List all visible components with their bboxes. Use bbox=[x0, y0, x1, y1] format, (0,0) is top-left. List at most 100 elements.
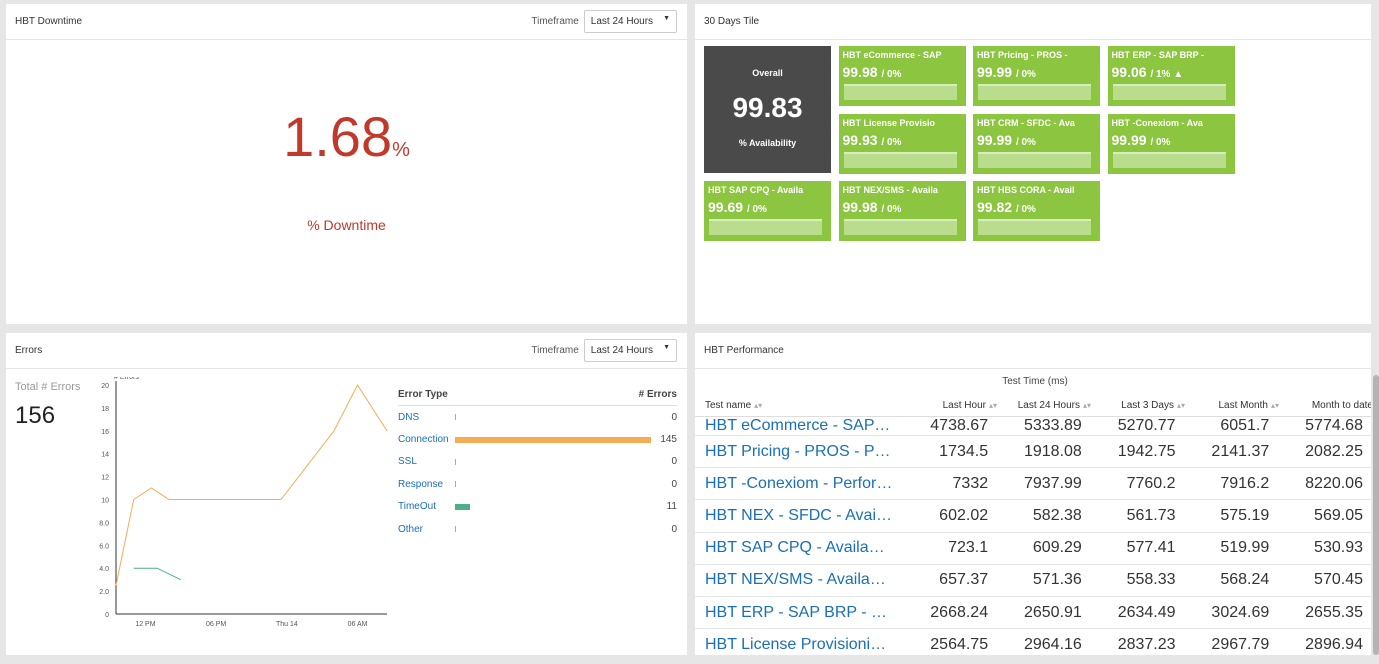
availability-tile[interactable]: HBT -Conexiom - Ava 99.99 / 0% bbox=[1107, 113, 1235, 174]
column-header[interactable]: Last Month ▴▾ bbox=[1185, 400, 1279, 411]
table-cell: 2650.91 bbox=[1023, 603, 1082, 621]
tile-availability: 99.69 bbox=[708, 199, 744, 215]
downtime-timeframe-label: Timeframe bbox=[531, 16, 579, 27]
downtime-panel-title: HBT Downtime bbox=[15, 16, 83, 27]
column-header-label: Last 24 Hours bbox=[1017, 399, 1080, 411]
table-cell: 2837.23 bbox=[1117, 635, 1176, 653]
availability-tile[interactable]: HBT NEX/SMS - Availa 99.98 / 0% bbox=[838, 181, 966, 241]
total-errors-value: 156 bbox=[15, 402, 56, 429]
table-cell: 657.37 bbox=[939, 571, 989, 589]
downtime-timeframe-value: Last 24 Hours bbox=[590, 16, 654, 27]
errors-timeframe-label: Timeframe bbox=[531, 345, 579, 356]
tile-sparkline bbox=[978, 84, 1091, 100]
series-line-0 bbox=[115, 384, 388, 586]
tile-sparkline bbox=[978, 219, 1091, 235]
error-count: 0 bbox=[671, 456, 677, 468]
tile-availability: 99.93 bbox=[842, 131, 878, 148]
errors-timeframe-value: Last 24 Hours bbox=[590, 345, 654, 356]
tile-name: HBT Pricing - PROS - bbox=[977, 50, 1068, 60]
error-count: 145 bbox=[660, 434, 677, 446]
tile-change: / 0% bbox=[881, 204, 902, 215]
error-type-link[interactable]: Connection bbox=[398, 434, 449, 446]
performance-table-body[interactable]: HBT eCommerce - SAP Hybris - Perfor… 4738… bbox=[695, 417, 1371, 655]
availability-tile[interactable]: HBT SAP CPQ - Availa 99.69 / 0% bbox=[704, 181, 831, 241]
availability-tile[interactable]: HBT HBS CORA - Avail 99.82 / 0% bbox=[973, 181, 1100, 241]
column-header[interactable]: Last Hour ▴▾ bbox=[903, 400, 997, 411]
tile-availability: 99.06 bbox=[1111, 64, 1147, 80]
tile-name: HBT HBS CORA - Avail bbox=[977, 185, 1075, 195]
test-name-link[interactable]: HBT Pricing - PROS - Performance bbox=[705, 442, 903, 460]
x-tick-label: Thu 14 bbox=[276, 621, 298, 628]
table-cell: 2634.49 bbox=[1117, 603, 1176, 621]
downtime-timeframe-select[interactable]: Last 24 Hours ▼ bbox=[583, 10, 677, 33]
column-header[interactable]: Last 3 Days ▴▾ bbox=[1091, 400, 1185, 411]
column-header[interactable]: Last 24 Hours ▴▾ bbox=[997, 400, 1091, 411]
y-tick-label: 20 bbox=[101, 383, 109, 390]
tile-value: 99.98 / 0% bbox=[843, 199, 902, 215]
y-tick-label: 6.0 bbox=[99, 543, 109, 550]
table-cell: 8220.06 bbox=[1305, 474, 1363, 492]
column-header-label: Last Month bbox=[1218, 399, 1268, 411]
table-cell: 2141.37 bbox=[1211, 442, 1270, 460]
availability-tile[interactable]: HBT ERP - SAP BRP - 99.06 / 1% ▲ bbox=[1107, 46, 1235, 106]
errors-timeframe-select[interactable]: Last 24 Hours ▼ bbox=[583, 339, 677, 362]
test-name-link[interactable]: HBT eCommerce - SAP Hybris - Perfor… bbox=[705, 417, 902, 434]
overall-sublabel: % Availability bbox=[738, 138, 797, 148]
test-name-link[interactable]: HBT NEX - SFDC - Availability bbox=[705, 506, 903, 524]
table-cell: 2896.94 bbox=[1305, 635, 1363, 653]
tiles-panel-header: 30 Days Tile bbox=[695, 4, 1371, 40]
error-type-link[interactable]: TimeOut bbox=[398, 501, 436, 513]
error-bar-track bbox=[455, 414, 651, 421]
series-line-1 bbox=[133, 567, 182, 581]
test-name-link[interactable]: HBT NEX/SMS - Availability bbox=[705, 571, 902, 589]
tile-change: / 0% bbox=[1015, 204, 1036, 215]
page-scrollbar[interactable] bbox=[1373, 375, 1379, 655]
error-type-link[interactable]: SSL bbox=[398, 456, 417, 468]
table-cell: 7760.2 bbox=[1126, 474, 1176, 492]
table-cell: 561.73 bbox=[1126, 506, 1176, 524]
table-cell: 7332 bbox=[952, 474, 989, 492]
table-cell: 6051.7 bbox=[1220, 417, 1270, 434]
table-cell: 1918.08 bbox=[1023, 442, 1082, 460]
error-bar-track bbox=[455, 503, 651, 510]
downtime-panel-header: HBT Downtime Timeframe Last 24 Hours ▼ bbox=[6, 4, 687, 40]
tile-availability: 99.98 bbox=[842, 199, 878, 215]
error-type-link[interactable]: Other bbox=[398, 523, 424, 535]
table-cell: 2964.16 bbox=[1023, 635, 1082, 653]
tile-change: / 0% bbox=[1015, 136, 1036, 148]
y-axis-label: # Errors bbox=[114, 377, 139, 381]
test-name-link[interactable]: HBT SAP CPQ - Availability bbox=[705, 539, 901, 557]
sort-icon: ▴▾ bbox=[1270, 400, 1279, 410]
tile-availability: 99.99 bbox=[1111, 131, 1147, 148]
tile-sparkline bbox=[843, 84, 957, 100]
error-bar-track bbox=[455, 436, 651, 443]
column-header[interactable]: Test name ▴▾ bbox=[695, 400, 903, 411]
test-name-link[interactable]: HBT -Conexiom - Performance bbox=[705, 474, 902, 492]
performance-table-header: Test name ▴▾ Last Hour ▴▾ Last 24 Hours ▴▾ Las… bbox=[695, 394, 1371, 417]
availability-tile[interactable]: HBT Pricing - PROS - 99.99 / 0% bbox=[973, 46, 1100, 106]
test-time-group-header: Test Time (ms) bbox=[1002, 376, 1068, 387]
tile-name: HBT eCommerce - SAP bbox=[842, 50, 942, 60]
availability-tile[interactable]: HBT CRM - SFDC - Ava 99.99 / 0% bbox=[973, 113, 1100, 174]
column-header[interactable]: Month to date bbox=[1279, 400, 1371, 411]
table-cell: 519.99 bbox=[1220, 539, 1270, 557]
tile-value: 99.93 / 0% bbox=[843, 132, 902, 148]
error-type-row: Other 0 bbox=[398, 518, 677, 540]
error-type-link[interactable]: Response bbox=[398, 478, 444, 490]
tile-value: 99.99 / 0% bbox=[977, 64, 1036, 80]
test-name-link[interactable]: HBT License Provisioning - Flexera - P… bbox=[705, 635, 902, 653]
table-cell: 2668.24 bbox=[930, 603, 989, 621]
error-type-link[interactable]: DNS bbox=[398, 411, 420, 423]
error-count: 0 bbox=[671, 523, 677, 535]
table-cell: 4738.67 bbox=[930, 417, 989, 434]
tile-name: HBT ERP - SAP BRP - bbox=[1111, 50, 1205, 60]
availability-tile[interactable]: HBT License Provisio 99.93 / 0% bbox=[838, 113, 966, 174]
availability-tile[interactable]: HBT eCommerce - SAP 99.98 / 0% bbox=[838, 46, 966, 106]
overall-tile[interactable]: Overall 99.83 % Availability bbox=[704, 46, 831, 173]
test-name-link[interactable]: HBT ERP - SAP BRP - Performance bbox=[705, 603, 902, 621]
table-cell: 582.38 bbox=[1032, 506, 1082, 524]
table-cell: 530.93 bbox=[1314, 539, 1363, 557]
table-cell: 1734.5 bbox=[939, 442, 989, 460]
tile-name: HBT License Provisio bbox=[842, 117, 936, 128]
table-cell: 602.02 bbox=[939, 506, 989, 524]
